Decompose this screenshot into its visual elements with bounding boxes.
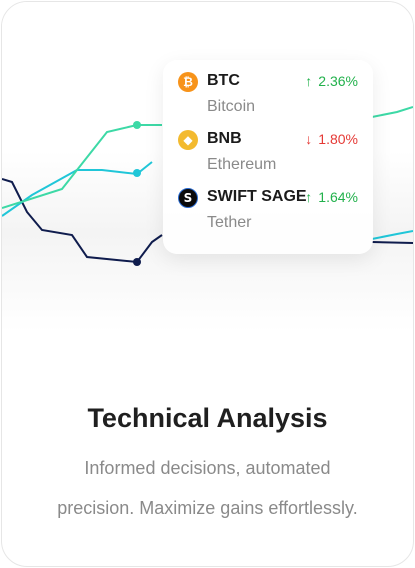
navy-point — [133, 258, 141, 266]
teal-point — [133, 169, 141, 177]
ticker-name: Bitcoin — [207, 98, 256, 115]
mint-line — [2, 124, 162, 209]
ticker-row-btc[interactable]: ₿ BTC Bitcoin ↑ 2.36% — [163, 60, 373, 118]
ticker-row-swift-sage[interactable]: S SWIFT SAGE Tether ↑ 1.64% — [163, 176, 373, 234]
swift-sage-icon: S — [178, 188, 198, 208]
arrow-up-icon: ↑ — [305, 189, 313, 205]
ticker-name: Ethereum — [207, 156, 277, 173]
ticker-row-bnb[interactable]: ◆ BNB Ethereum ↓ 1.80% — [163, 118, 373, 176]
price-lines — [2, 106, 413, 266]
change-value: 2.36% — [318, 73, 358, 89]
mint-line-right — [371, 106, 413, 118]
change-value: 1.64% — [318, 189, 358, 205]
bnb-icon: ◆ — [178, 130, 198, 150]
mint-point — [133, 121, 141, 129]
bitcoin-icon: ₿ — [178, 72, 198, 92]
change-value: 1.80% — [318, 131, 358, 147]
arrow-up-icon: ↑ — [305, 73, 313, 89]
feature-description-line1: Informed decisions, automated — [84, 458, 331, 478]
chart-area: ₿ BTC Bitcoin ↑ 2.36% ◆ BNB Ethereum ↓ 1… — [2, 2, 413, 332]
ticker-name: Tether — [207, 214, 252, 231]
ticker-symbol: BTC — [207, 72, 240, 89]
ticker-symbol: BNB — [207, 130, 242, 147]
ticker-change: ↑ 2.36% — [305, 73, 358, 89]
ticker-panel: ₿ BTC Bitcoin ↑ 2.36% ◆ BNB Ethereum ↓ 1… — [163, 60, 373, 254]
navy-line — [2, 178, 163, 264]
navy-line-right — [371, 241, 413, 244]
feature-description-line2: precision. Maximize gains effortlessly. — [57, 498, 358, 518]
arrow-down-icon: ↓ — [305, 131, 313, 147]
ticker-symbol: SWIFT SAGE — [207, 188, 307, 205]
teal-line-right — [371, 230, 413, 240]
feature-title: Technical Analysis — [87, 403, 328, 433]
ticker-change: ↑ 1.64% — [305, 189, 358, 205]
ticker-change: ↓ 1.80% — [305, 131, 358, 147]
